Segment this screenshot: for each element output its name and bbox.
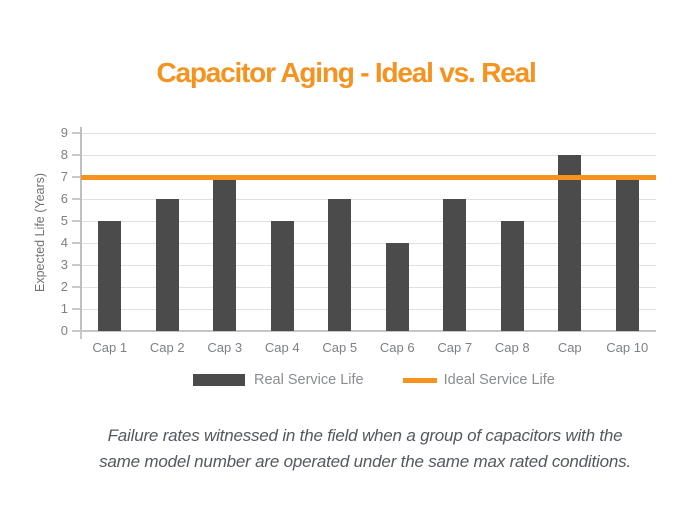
x-origin-tick [80,332,82,339]
y-tick-label-9: 9 [60,125,68,140]
x-tick-label-1: Cap 1 [92,340,128,355]
legend-label-real: Real Service Life [254,372,364,388]
legend-line-swatch [402,377,437,383]
y-axis-line [80,127,82,339]
bar-cap-1 [98,221,122,331]
y-tick-label-8: 8 [60,147,68,162]
chart-title: Capacitor Aging - Ideal vs. Real [156,57,536,88]
gridline-8 [81,155,656,156]
ideal-service-life-line [81,175,656,180]
y-axis-title: Expected Life (Years) [33,172,47,292]
y-tick-6 [72,198,80,200]
x-tick-label-5: Cap 5 [322,340,358,355]
y-tick-label-4: 4 [60,235,68,250]
gridline-4 [81,243,656,244]
bar-cap-3 [213,177,237,331]
y-tick-label-3: 3 [60,257,68,272]
y-tick-0 [72,330,80,332]
gridline-5 [81,221,656,222]
x-tick-label-6: Cap 6 [379,340,415,355]
y-tick-3 [72,264,80,266]
y-tick-7 [72,176,80,178]
gridline-2 [81,287,656,288]
x-tick-label-10: Cap 10 [606,340,649,355]
y-tick-label-1: 1 [60,301,68,316]
bar-cap-7 [443,199,467,331]
gridline-1 [81,309,656,310]
y-tick-label-6: 6 [60,191,68,206]
y-tick-9 [72,132,80,134]
caption: Failure rates witnessed in the field whe… [0,423,692,475]
caption-line-2: same model number are operated under the… [99,452,631,471]
legend: Real Service Life Ideal Service Life [193,372,555,388]
x-tick-label-2: Cap 2 [149,340,185,355]
x-tick-label-8: Cap 8 [494,340,530,355]
y-tick-label-7: 7 [60,169,68,184]
caption-line-1: Failure rates witnessed in the field whe… [107,426,623,445]
y-tick-1 [72,308,80,310]
x-tick-label-4: Cap 4 [264,340,300,355]
bar-cap-10 [615,178,639,331]
bar-cap [558,155,582,331]
bar-cap-8 [500,221,524,331]
y-tick-2 [72,286,80,288]
legend-label-ideal: Ideal Service Life [443,372,555,388]
x-tick-label-9: Cap [557,340,582,355]
gridline-9 [81,133,656,134]
gridline-6 [81,199,656,200]
x-axis-line [80,330,656,332]
bar-cap-4 [270,221,294,331]
y-tick-label-5: 5 [60,213,68,228]
bar-cap-5 [328,199,352,331]
bar-cap-2 [155,199,179,331]
bar-cap-6 [385,243,409,331]
legend-bar-swatch [193,374,245,386]
x-tick-label-7: Cap 7 [437,340,473,355]
y-tick-4 [72,242,80,244]
y-tick-8 [72,154,80,156]
x-tick-label-3: Cap 3 [207,340,243,355]
gridline-3 [81,265,656,266]
y-tick-label-0: 0 [60,323,68,338]
y-tick-5 [72,220,80,222]
y-tick-label-2: 2 [60,279,68,294]
